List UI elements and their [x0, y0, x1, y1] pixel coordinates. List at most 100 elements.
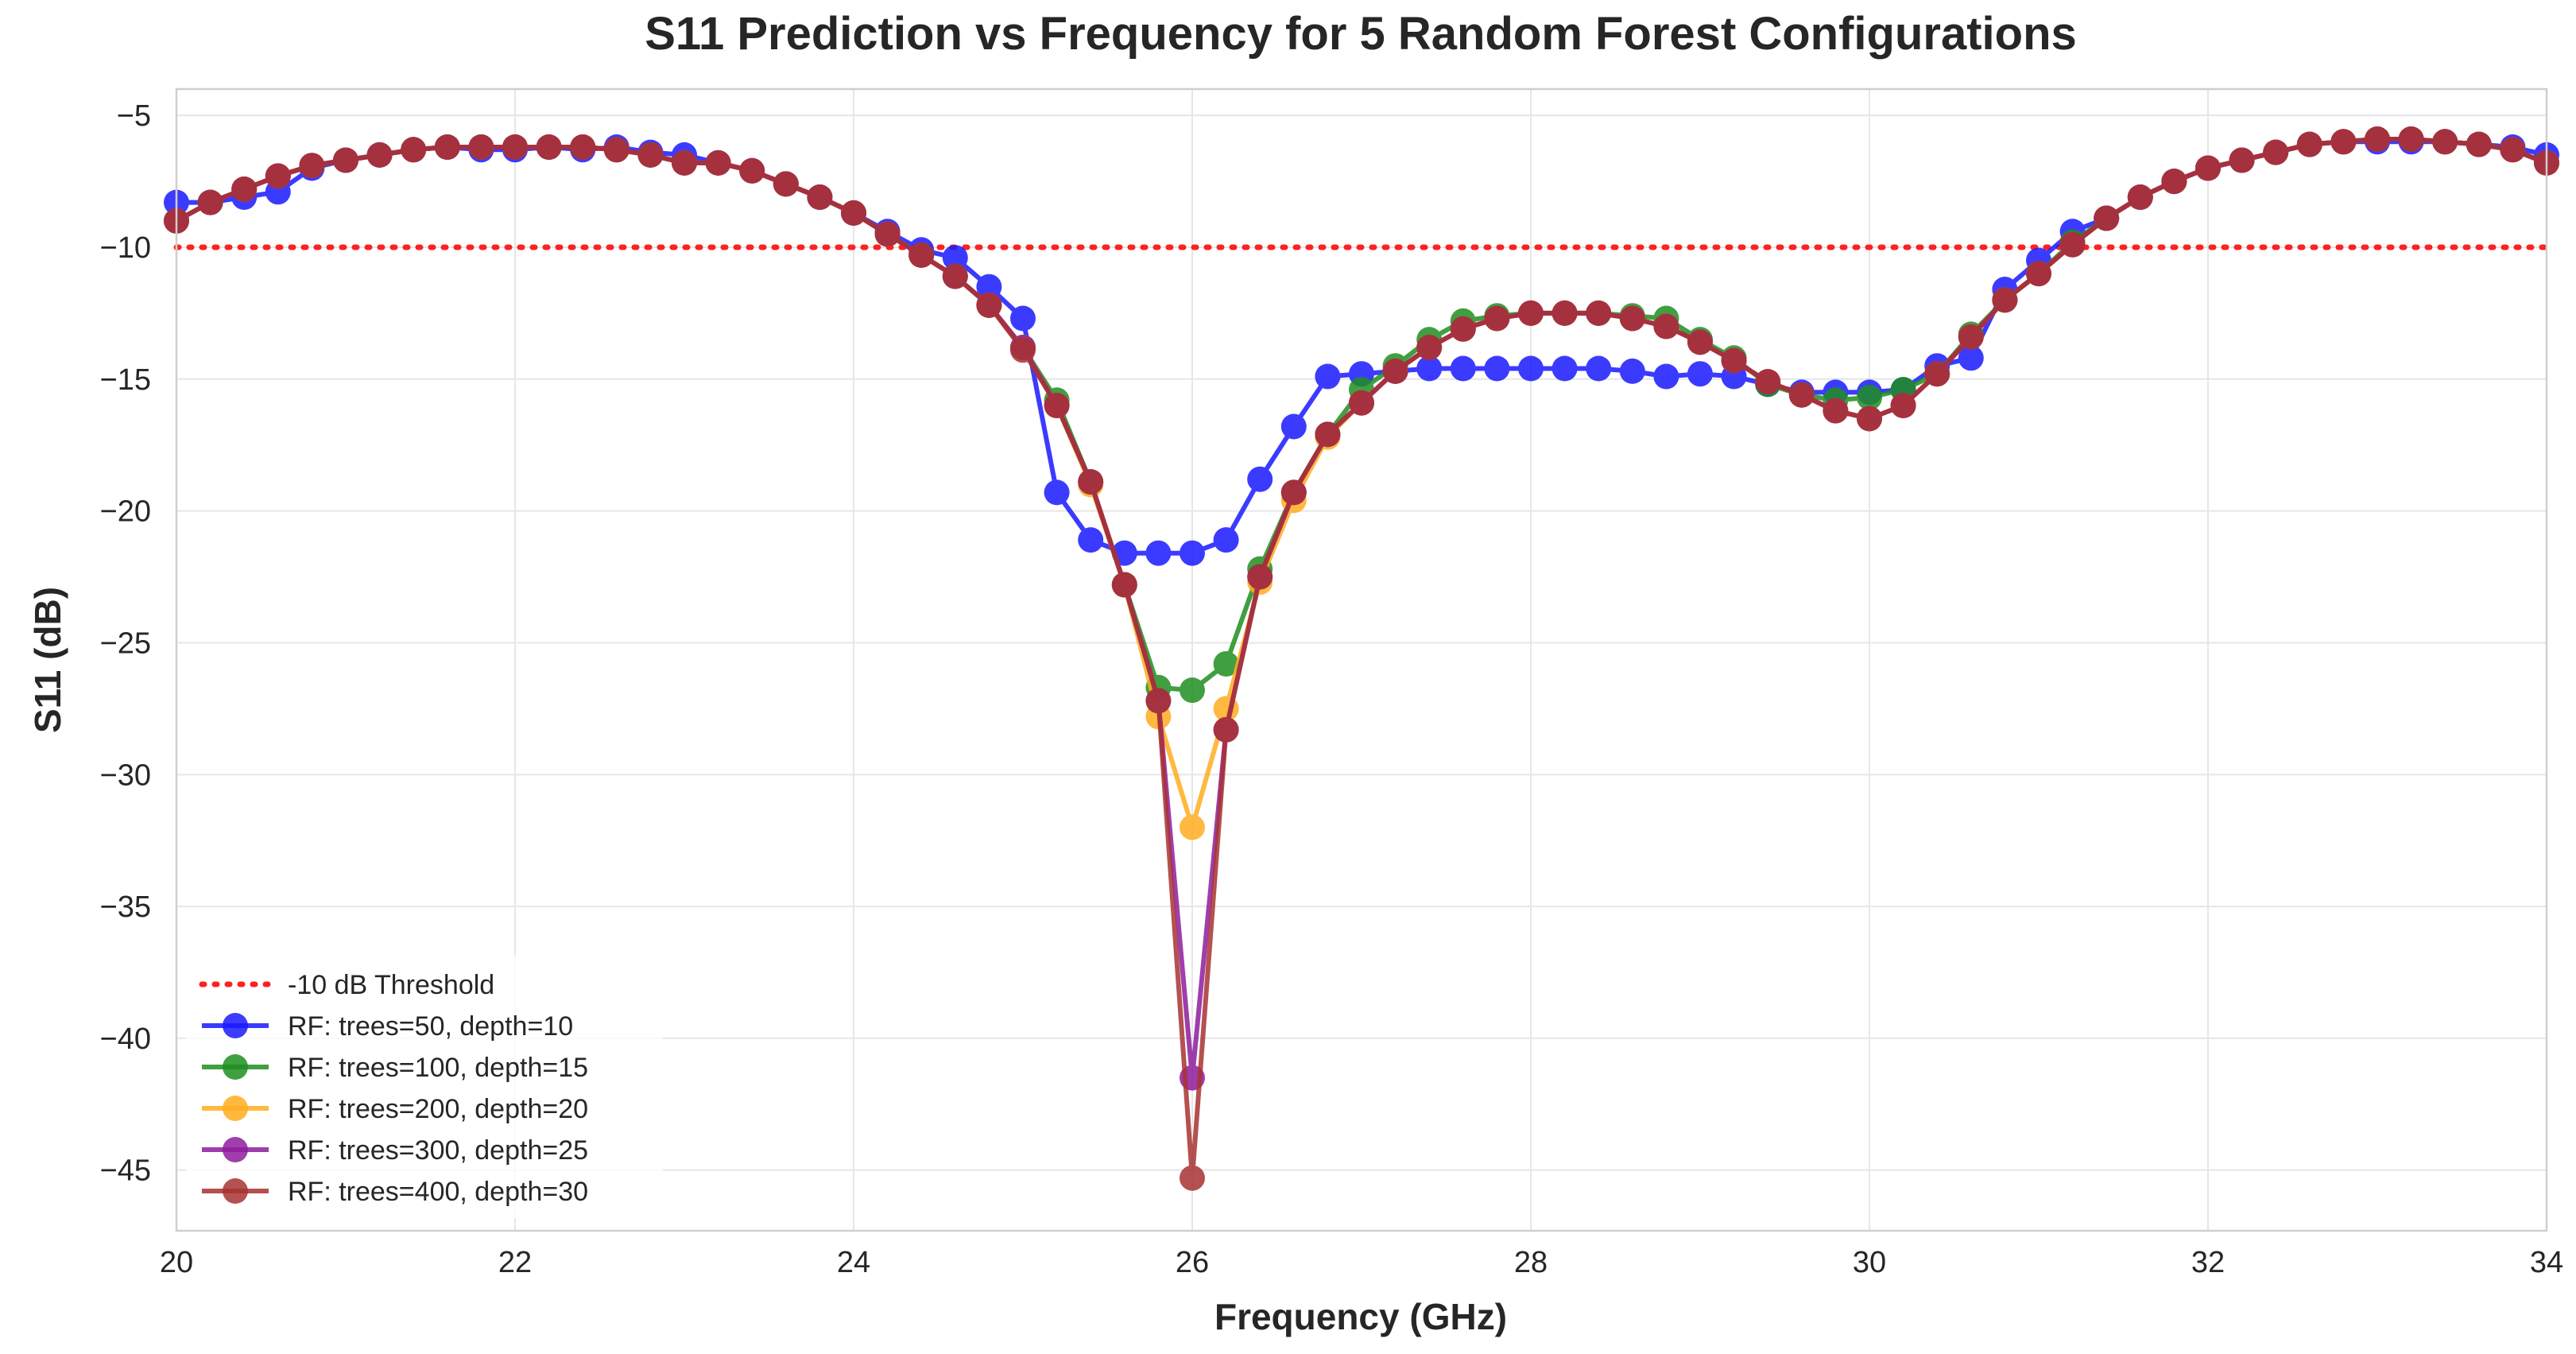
data-point	[1586, 355, 1612, 382]
data-point	[1213, 716, 1239, 743]
data-point	[2296, 131, 2322, 157]
data-point	[1010, 337, 1036, 363]
x-tick-label: 30	[1853, 1246, 1886, 1279]
legend-item-2: RF: trees=100, depth=15	[202, 1053, 588, 1083]
data-point	[2195, 155, 2221, 181]
y-tick-label: −5	[117, 99, 151, 133]
legend-marker	[223, 1013, 248, 1038]
data-point	[2263, 139, 2289, 165]
x-tick-label: 28	[1514, 1246, 1548, 1279]
legend-label: RF: trees=400, depth=30	[288, 1177, 588, 1207]
data-point	[908, 242, 935, 268]
data-point	[1518, 355, 1544, 382]
y-tick-label: −30	[100, 758, 151, 792]
legend-item-5: RF: trees=400, depth=30	[202, 1177, 588, 1207]
data-point	[1010, 305, 1036, 332]
data-point	[2127, 184, 2153, 210]
data-point	[1788, 382, 1815, 408]
data-point	[1484, 355, 1510, 382]
data-point	[807, 184, 833, 210]
data-point	[1180, 540, 1205, 566]
data-point	[2161, 169, 2187, 195]
data-point	[265, 163, 291, 189]
data-point	[1518, 300, 1544, 326]
data-point	[603, 137, 629, 163]
data-point	[2094, 205, 2120, 231]
data-point	[468, 134, 494, 160]
data-point	[1078, 527, 1104, 553]
data-point	[705, 149, 731, 176]
data-point	[1145, 540, 1172, 566]
legend-marker	[223, 1096, 248, 1121]
legend-item-3: RF: trees=200, depth=20	[202, 1094, 588, 1124]
data-point	[1890, 393, 1916, 418]
data-point	[2330, 129, 2357, 155]
data-point	[1857, 385, 1882, 410]
chart-title: S11 Prediction vs Frequency for 5 Random…	[645, 8, 2077, 60]
data-point	[1213, 651, 1239, 677]
data-point	[1044, 393, 1070, 418]
data-point	[1551, 300, 1578, 326]
y-tick-label: −35	[100, 890, 151, 924]
data-point	[1044, 479, 1070, 506]
data-point	[2432, 129, 2458, 155]
data-point	[2059, 231, 2086, 258]
legend-items: -10 dB Threshold RF: trees=50, depth=10 RF…	[199, 970, 588, 1207]
data-point	[1857, 405, 1882, 432]
legend-marker	[223, 1178, 248, 1204]
data-point	[1484, 305, 1510, 332]
legend-label: RF: trees=300, depth=25	[288, 1135, 588, 1166]
data-point	[401, 137, 427, 163]
series	[164, 126, 2559, 1191]
legend-item-1: RF: trees=50, depth=10	[202, 1011, 573, 1042]
data-point	[1180, 814, 1205, 840]
data-point	[1213, 527, 1239, 553]
data-point	[1755, 369, 1781, 395]
data-point	[1721, 347, 1747, 374]
data-point	[1653, 313, 1679, 339]
data-point	[1315, 421, 1341, 448]
data-point	[434, 134, 460, 160]
legend-label: RF: trees=100, depth=15	[288, 1053, 588, 1083]
legend-marker	[223, 1137, 248, 1162]
data-point	[1924, 361, 1950, 387]
y-tick-label: −25	[100, 627, 151, 660]
data-point	[1687, 361, 1713, 387]
data-point	[333, 147, 358, 173]
data-point	[841, 200, 866, 226]
data-point	[231, 177, 258, 202]
data-point	[1247, 564, 1273, 590]
legend-label: -10 dB Threshold	[288, 970, 494, 1000]
x-tick-label: 32	[2191, 1246, 2225, 1279]
x-tick-label: 26	[1176, 1246, 1209, 1279]
legend-item-4: RF: trees=300, depth=25	[202, 1135, 588, 1166]
data-point	[502, 134, 528, 160]
data-point	[1653, 363, 1679, 390]
data-point	[1180, 677, 1205, 704]
legend-box	[186, 956, 663, 1218]
data-point	[976, 274, 1002, 300]
y-tick-label: −40	[100, 1022, 151, 1056]
data-point	[637, 142, 664, 168]
data-point	[2466, 131, 2492, 157]
plot-area: 20 22 24 26 28 30 32 34 −5 −10 −15 −20 −25 −30 −35 −40 −…	[100, 87, 2564, 1279]
data-point	[1958, 324, 1984, 350]
data-point	[1619, 358, 1645, 384]
data-point	[1349, 390, 1374, 416]
data-point	[942, 263, 968, 289]
y-axis-label: S11 (dB)	[27, 587, 68, 733]
y-tick-label: −45	[100, 1154, 151, 1188]
legend: -10 dB Threshold RF: trees=50, depth=10 RF…	[186, 956, 663, 1218]
data-point	[2365, 126, 2390, 152]
data-point	[570, 134, 596, 160]
data-point	[1586, 300, 1612, 326]
x-axis-label: Frequency (GHz)	[1214, 1296, 1507, 1337]
data-point	[1619, 305, 1645, 332]
data-point	[739, 157, 765, 184]
data-point	[942, 245, 968, 271]
data-point	[1280, 479, 1307, 506]
data-point	[976, 292, 1002, 318]
x-tick-label: 24	[837, 1246, 870, 1279]
ticks: 20 22 24 26 28 30 32 34 −5 −10 −15 −20 −25 −30 −35 −40 −…	[100, 99, 2564, 1279]
